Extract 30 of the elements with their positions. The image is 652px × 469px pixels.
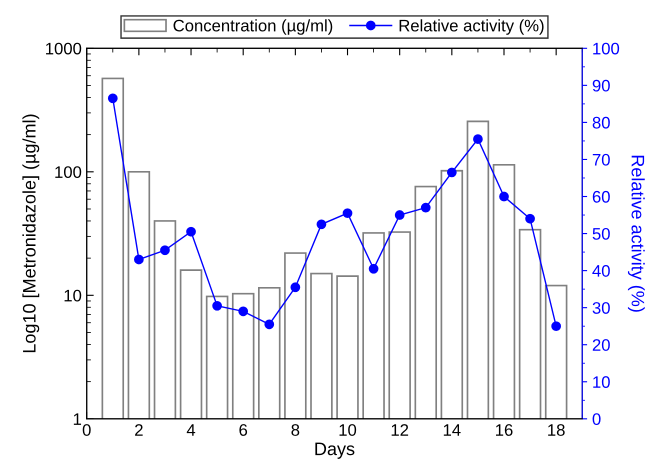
- x-tick-label: 8: [291, 424, 300, 436]
- x-tick-label: 14: [444, 424, 461, 436]
- y-tick-label: 10: [64, 290, 82, 302]
- y2-tick-label: 90: [592, 80, 610, 92]
- y2-tick-label: 30: [592, 302, 610, 314]
- y2-tick-label: 20: [592, 339, 610, 351]
- y2-axis-title: Relative activity (%): [628, 156, 645, 312]
- y2-tick-label: 70: [592, 154, 610, 166]
- y-tick-label: 100: [55, 166, 82, 178]
- y2-tick-label: 100: [593, 42, 620, 55]
- x-tick-label: 18: [548, 424, 565, 436]
- x-tick-label: 16: [496, 424, 513, 436]
- x-tick-label: 12: [392, 424, 408, 436]
- legend-label: Relative activity (%): [400, 19, 544, 35]
- x-tick-label: 0: [82, 424, 91, 436]
- y2-tick-label: 0: [592, 413, 601, 426]
- y2-tick-label: 10: [593, 376, 610, 388]
- y2-tick-label: 60: [592, 190, 610, 203]
- legend-label: Concentration (µg/ml): [174, 19, 332, 35]
- y-tick-label: 1: [74, 413, 82, 425]
- y2-tick-label: 50: [592, 228, 610, 240]
- y-tick-label: 1000: [46, 42, 82, 55]
- y-axis-title: Log10 [Metronidazole] (µg/ml): [22, 114, 40, 352]
- x-axis-title: Days: [315, 442, 354, 459]
- y2-tick-label: 40: [592, 265, 610, 277]
- y2-tick-label: 80: [592, 116, 610, 129]
- x-tick-label: 2: [135, 424, 143, 436]
- x-tick-label: 6: [239, 424, 248, 436]
- x-tick-label: 10: [340, 424, 356, 436]
- x-tick-label: 4: [186, 424, 196, 436]
